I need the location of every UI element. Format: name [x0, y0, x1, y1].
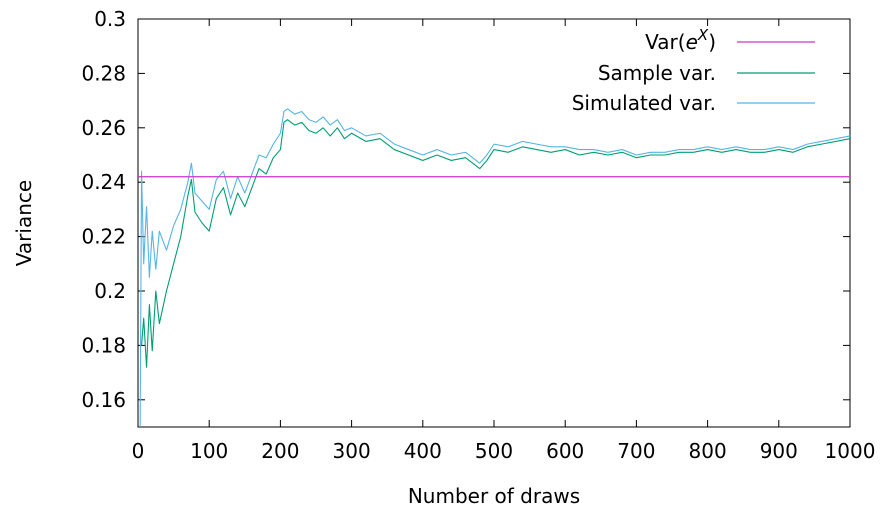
x-tick-label: 1000 [825, 439, 876, 463]
legend-label-sample-var: Sample var. [598, 61, 716, 85]
x-tick-label: 300 [333, 439, 371, 463]
series-layer [138, 108, 850, 427]
y-axis-title: Variance [12, 180, 36, 266]
y-tick-label: 0.26 [81, 116, 126, 140]
legend: Var(eX) Sample var. Simulated var. [572, 26, 815, 115]
plot-border [137, 18, 851, 428]
y-tick-label: 0.28 [81, 61, 126, 85]
x-tick-label: 700 [617, 439, 655, 463]
legend-label-simulated-var: Simulated var. [572, 91, 716, 115]
y-tick-label: 0.2 [94, 279, 126, 303]
legend-label-var-ex: Var(eX) [645, 26, 716, 54]
y-axis-ticks: 0.16 0.18 0.2 0.22 0.24 0.26 0.28 0.3 [81, 7, 850, 412]
y-tick-label: 0.16 [81, 388, 126, 412]
x-tick-label: 900 [760, 439, 798, 463]
x-tick-label: 100 [190, 439, 228, 463]
series-line-sample-var [141, 119, 850, 368]
x-tick-label: 800 [689, 439, 727, 463]
x-axis-title: Number of draws [408, 484, 580, 508]
y-tick-label: 0.3 [94, 7, 126, 31]
plot-frame [137, 18, 851, 428]
series-line-simulated-var [139, 108, 850, 427]
x-tick-label: 200 [261, 439, 299, 463]
y-tick-label: 0.18 [81, 333, 126, 357]
x-tick-label: 600 [546, 439, 584, 463]
y-tick-label: 0.22 [81, 225, 126, 249]
x-tick-label: 400 [404, 439, 442, 463]
x-tick-label: 0 [132, 439, 145, 463]
x-tick-label: 500 [475, 439, 513, 463]
x-axis-ticks: 0 100 200 300 400 500 600 700 800 900 1000 [132, 19, 876, 463]
y-tick-label: 0.24 [81, 170, 126, 194]
